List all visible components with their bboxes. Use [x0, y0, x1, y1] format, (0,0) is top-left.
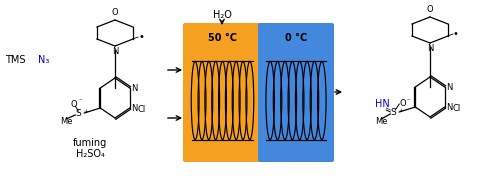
Text: •: • [138, 32, 144, 42]
Text: N: N [446, 82, 452, 91]
Text: +: + [84, 109, 88, 114]
Text: ⁻: ⁻ [78, 98, 82, 104]
Text: N: N [130, 84, 137, 93]
Text: •: • [453, 29, 459, 39]
Text: N: N [112, 47, 118, 56]
Text: 0 °C: 0 °C [285, 33, 307, 43]
Text: Me: Me [376, 116, 388, 125]
Text: H₂O: H₂O [212, 10, 232, 20]
Text: H₂SO₄: H₂SO₄ [76, 149, 104, 159]
Text: N: N [446, 102, 452, 111]
FancyBboxPatch shape [258, 23, 334, 162]
Text: N: N [130, 103, 137, 112]
Text: fuming: fuming [73, 138, 107, 148]
Text: S: S [390, 107, 396, 116]
Text: Me: Me [60, 116, 73, 125]
Text: Cl: Cl [138, 105, 146, 114]
Text: N: N [427, 44, 433, 53]
Text: S: S [76, 109, 81, 118]
Text: O: O [71, 100, 78, 109]
Text: +: + [398, 108, 404, 113]
Text: O: O [112, 8, 118, 17]
Text: 50 °C: 50 °C [208, 33, 237, 43]
Text: ⁻: ⁻ [406, 98, 410, 104]
Text: N₃: N₃ [38, 55, 50, 65]
FancyBboxPatch shape [183, 23, 262, 162]
Text: O: O [426, 5, 434, 14]
Text: HN: HN [376, 99, 390, 109]
Text: TMS: TMS [5, 55, 25, 65]
Text: Cl: Cl [452, 103, 461, 112]
Text: O: O [400, 98, 406, 107]
